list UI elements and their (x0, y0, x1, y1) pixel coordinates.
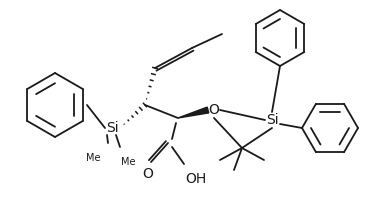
Text: Me: Me (86, 153, 100, 163)
Polygon shape (178, 107, 209, 118)
Text: OH: OH (185, 172, 206, 186)
Text: Si: Si (106, 121, 118, 135)
Text: O: O (209, 103, 219, 117)
Text: Me: Me (121, 157, 135, 167)
Text: Si: Si (266, 113, 278, 127)
Text: O: O (142, 167, 153, 181)
